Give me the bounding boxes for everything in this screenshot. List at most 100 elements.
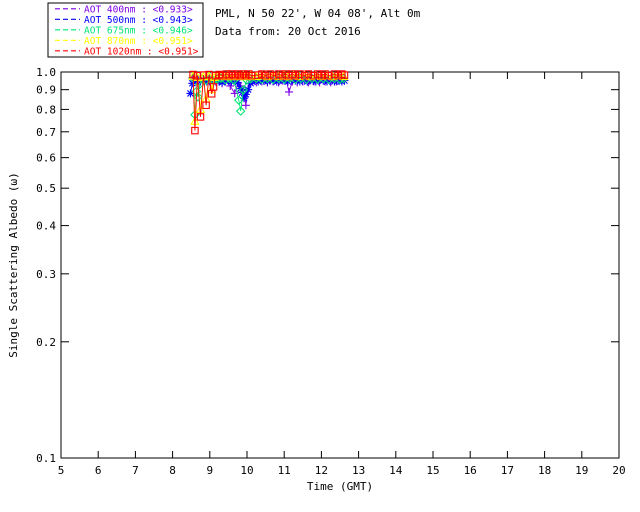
x-tick-label: 8 xyxy=(169,464,176,477)
marker-square xyxy=(196,113,205,121)
marker-square xyxy=(222,70,231,78)
y-tick-label: 0.3 xyxy=(36,268,56,281)
legend-label: AOT 400nm : <0.933> xyxy=(84,4,193,15)
x-tick-label: 20 xyxy=(612,464,625,477)
marker-diamond xyxy=(234,95,244,106)
legend: AOT 400nm : <0.933>AOT 500nm : <0.943>AO… xyxy=(47,2,204,58)
marker-square xyxy=(338,70,346,78)
marker-asterisk xyxy=(186,89,195,98)
x-tick-label: 14 xyxy=(389,464,403,477)
y-tick-label: 0.2 xyxy=(36,336,56,349)
marker-triangle xyxy=(234,71,245,81)
legend-box xyxy=(47,2,204,58)
legend-item-400nm: AOT 400nm : <0.933> xyxy=(55,4,193,15)
marker-square xyxy=(261,71,270,80)
x-tick-label: 15 xyxy=(426,464,439,477)
y-tick-label: 0.6 xyxy=(36,152,56,165)
marker-asterisk xyxy=(192,77,201,86)
x-tick-label: 5 xyxy=(58,464,65,477)
y-tick-label: 1.0 xyxy=(36,66,56,79)
marker-asterisk xyxy=(202,77,211,86)
marker-square xyxy=(202,101,210,110)
x-tick-label: 11 xyxy=(278,464,291,477)
marker-asterisk xyxy=(291,76,300,85)
marker-asterisk xyxy=(254,77,263,86)
marker-square xyxy=(304,70,313,78)
marker-asterisk xyxy=(319,76,328,85)
marker-square xyxy=(209,83,218,91)
y-tick-label: 0.5 xyxy=(36,182,56,195)
x-tick-label: 19 xyxy=(575,464,588,477)
marker-square xyxy=(340,71,349,79)
legend-item-1020nm: AOT 1020nm : <0.951> xyxy=(55,46,199,57)
y-tick-label: 0.4 xyxy=(36,220,56,233)
marker-asterisk xyxy=(272,77,281,86)
marker-diamond xyxy=(235,106,246,116)
y-tick-label: 0.8 xyxy=(36,103,56,116)
marker-plus xyxy=(241,101,250,110)
marker-asterisk xyxy=(233,78,242,87)
y-tick-label: 0.1 xyxy=(36,452,56,465)
legend-item-500nm: AOT 500nm : <0.943> xyxy=(55,15,193,26)
marker-square xyxy=(270,71,278,80)
marker-square xyxy=(239,70,248,78)
legend-item-675nm: AOT 675nm : <0.946> xyxy=(55,25,193,36)
marker-asterisk xyxy=(340,76,349,85)
marker-asterisk xyxy=(188,79,197,88)
y-axis-title: Single Scattering Albedo (ω) xyxy=(7,172,20,357)
marker-asterisk xyxy=(218,78,227,87)
marker-triangle xyxy=(316,71,327,81)
marker-square xyxy=(199,71,208,79)
marker-square xyxy=(296,70,304,78)
y-tick-label: 0.7 xyxy=(36,126,56,139)
legend-label: AOT 1020nm : <0.951> xyxy=(84,46,199,57)
marker-asterisk xyxy=(244,85,253,94)
x-tick-label: 9 xyxy=(206,464,213,477)
series-1020nm xyxy=(189,70,349,135)
marker-asterisk xyxy=(300,75,309,84)
x-tick-label: 18 xyxy=(538,464,551,477)
series-870nm xyxy=(188,70,349,125)
marker-square xyxy=(309,71,317,80)
marker-square xyxy=(291,71,300,80)
x-axis-title: Time (GMT) xyxy=(307,480,373,493)
x-tick-label: 16 xyxy=(464,464,477,477)
x-tick-label: 6 xyxy=(95,464,102,477)
marker-asterisk xyxy=(280,76,289,85)
marker-asterisk xyxy=(241,90,250,99)
marker-square xyxy=(233,70,242,78)
x-axis: 5 6 7 8 9 10 11 12 13 14 15 16 17 18 19 20 xyxy=(58,72,626,477)
plot-frame xyxy=(60,71,620,459)
date-subtitle: Data from: 20 Oct 2016 xyxy=(215,25,361,38)
legend-label: AOT 870nm : <0.951> xyxy=(84,36,193,47)
marker-asterisk xyxy=(221,76,230,85)
marker-asterisk xyxy=(259,76,268,85)
y-axis: 1.0 0.9 0.8 0.7 0.6 0.5 0.4 0.3 0.2 0.1 xyxy=(36,66,619,465)
legend-item-870nm: AOT 870nm : <0.951> xyxy=(55,36,193,47)
marker-square xyxy=(325,71,333,80)
marker-asterisk xyxy=(263,77,272,86)
x-tick-label: 12 xyxy=(315,464,328,477)
marker-square xyxy=(189,70,197,79)
marker-square xyxy=(231,71,239,80)
marker-asterisk xyxy=(283,77,292,86)
marker-diamond xyxy=(193,92,203,102)
marker-square xyxy=(245,70,253,78)
legend-label: AOT 500nm : <0.943> xyxy=(84,15,193,26)
marker-asterisk xyxy=(230,76,239,85)
marker-square xyxy=(191,126,199,135)
x-tick-label: 10 xyxy=(240,464,253,477)
x-tick-label: 13 xyxy=(352,464,365,477)
marker-asterisk xyxy=(309,76,318,85)
axes: 5 6 7 8 9 10 11 12 13 14 15 16 17 18 19 20 1.0 0.9 0.8 0.7 0… xyxy=(36,66,626,477)
marker-asterisk xyxy=(208,77,217,86)
marker-diamond xyxy=(238,85,249,95)
legend-label: AOT 675nm : <0.946> xyxy=(84,25,193,36)
station-title: PML, N 50 22', W 04 08', Alt 0m xyxy=(215,7,421,20)
marker-asterisk xyxy=(330,77,339,86)
y-tick-label: 0.9 xyxy=(36,84,56,97)
marker-plus xyxy=(285,87,294,96)
x-tick-label: 17 xyxy=(501,464,514,477)
